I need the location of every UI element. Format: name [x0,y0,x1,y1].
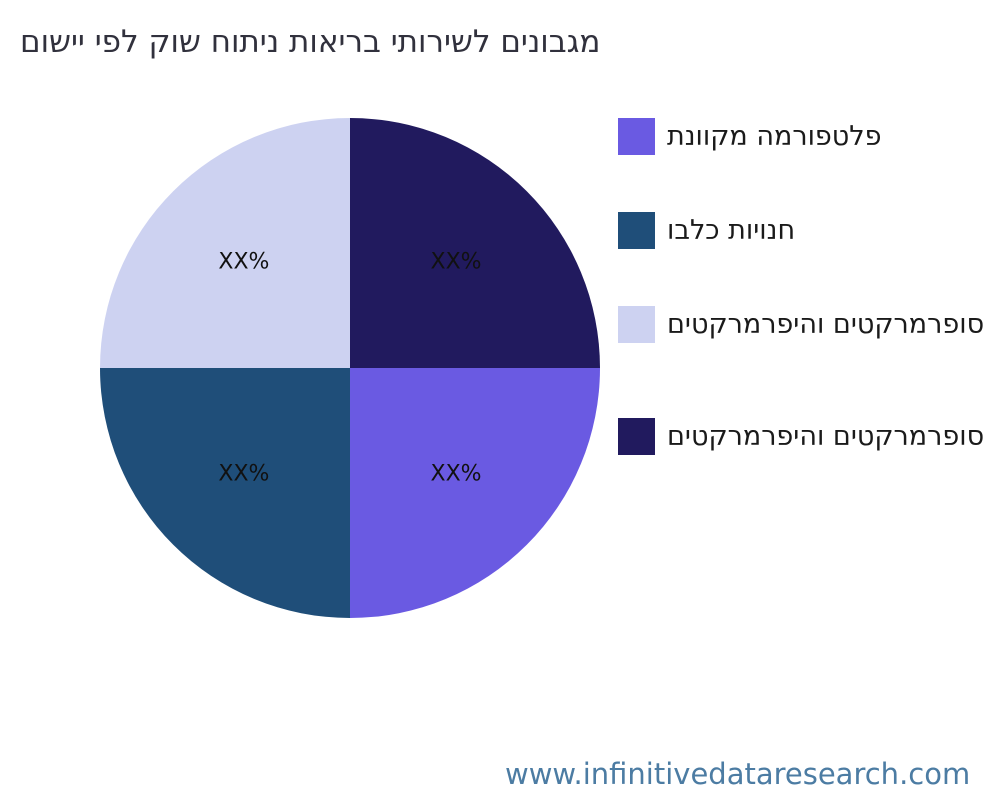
legend-label: פלטפורמה מקוונת [667,121,882,152]
legend-label: סופרמרקטים והיפרמרקטים [667,421,985,452]
legend-swatch [618,118,655,155]
legend-swatch [618,212,655,249]
legend-label: חנויות כלבו [667,215,796,246]
pie-percent-label: XX% [218,461,270,487]
legend-item: סופרמרקטים והיפרמרקטים [618,306,984,343]
pie-percent-label: XX% [430,461,482,487]
pie-percent-label: XX% [430,249,482,275]
legend-swatch [618,306,655,343]
pie-chart: XX% XX% XX% XX% [100,118,600,618]
legend: פלטפורמה מקוונת חנויות כלבו סופרמרקטים והי… [618,118,984,455]
legend-label: סופרמרקטים והיפרמרקטים [667,309,985,340]
legend-item: סופרמרקטים והיפרמרקטים [618,418,984,455]
legend-item: פלטפורמה מקוונת [618,118,984,155]
chart-title: מגבונים לשירותי בריאות ניתוח שוק לפי ייש… [20,24,601,60]
pie-percent-label: XX% [218,249,270,275]
legend-item: חנויות כלבו [618,212,984,249]
footer-url: www.infinitivedataresearch.com [505,757,971,791]
legend-swatch [618,418,655,455]
